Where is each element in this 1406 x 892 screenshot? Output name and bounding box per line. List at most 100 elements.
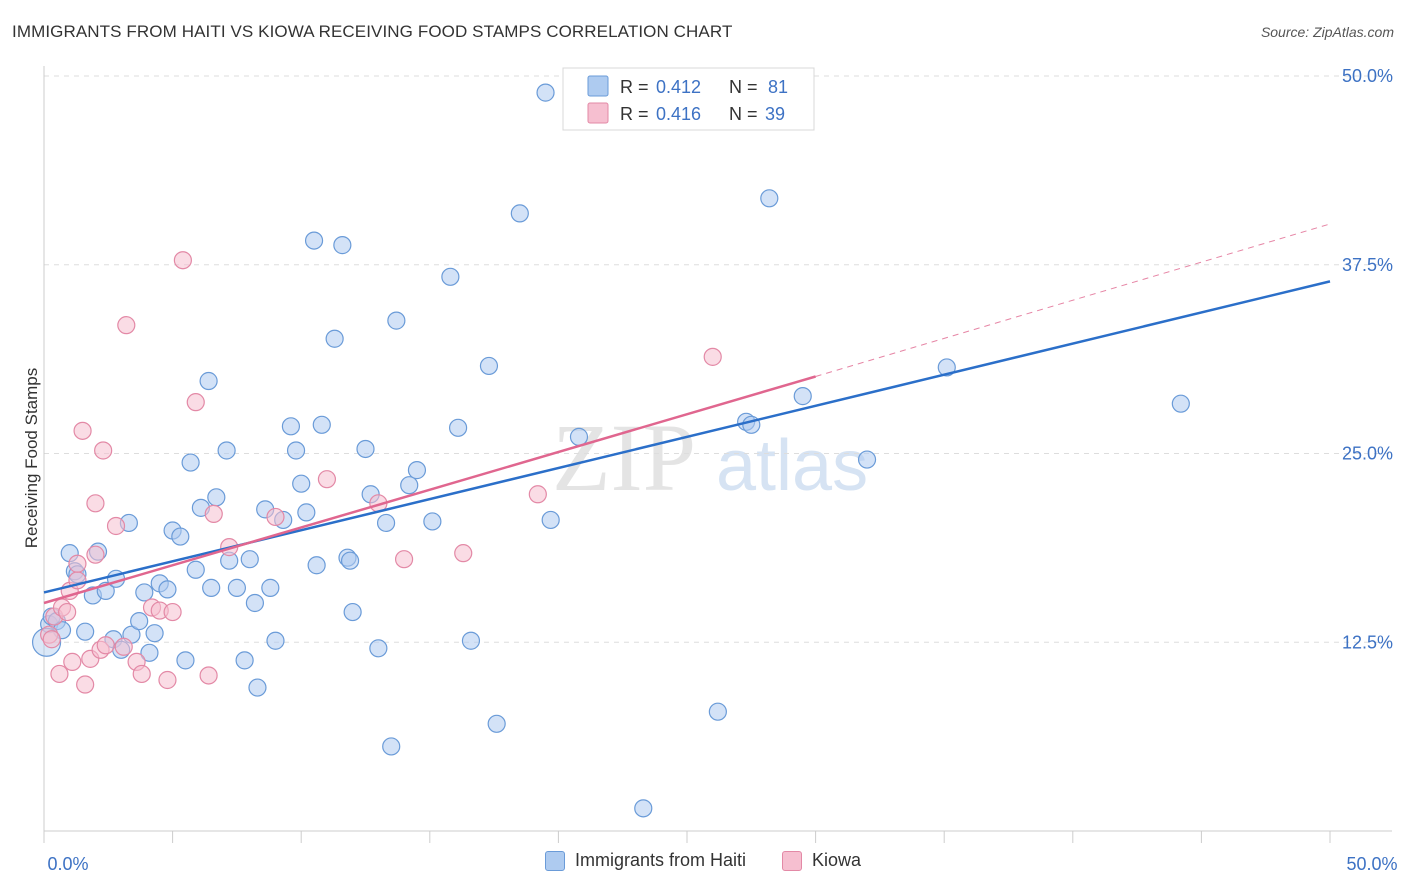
- haiti-point: [1171, 394, 1190, 413]
- haiti-point: [176, 651, 195, 670]
- haiti-point: [461, 631, 481, 650]
- kiowa-point: [58, 602, 77, 622]
- kiowa-trend-line: [43, 375, 816, 605]
- haiti-point: [382, 737, 401, 756]
- haiti-point: [569, 427, 589, 446]
- kiowa-point: [266, 507, 285, 527]
- kiowa-point: [42, 630, 61, 649]
- haiti-point: [369, 639, 388, 658]
- haiti-point: [240, 550, 259, 569]
- legend-n-label-kiowa: N =: [729, 104, 758, 124]
- haiti-point: [541, 510, 560, 530]
- haiti-point: [186, 560, 205, 579]
- source-label: Source: ZipAtlas.com: [1260, 24, 1394, 40]
- haiti-point: [266, 631, 285, 650]
- kiowa-point: [528, 485, 547, 504]
- kiowa-point: [454, 544, 473, 563]
- haiti-point: [76, 622, 95, 641]
- kiowa-point: [163, 602, 182, 622]
- haiti-point: [857, 450, 877, 469]
- haiti-point: [407, 461, 427, 480]
- haiti-point: [292, 474, 311, 493]
- haiti-point: [325, 329, 344, 348]
- kiowa-point: [106, 516, 126, 536]
- haiti-point: [286, 441, 306, 460]
- haiti-point: [793, 387, 812, 406]
- x-tick-labels: 0.0% 50.0%: [47, 854, 1397, 874]
- kiowa-point: [117, 316, 136, 335]
- y-tick-label: 37.5%: [1342, 255, 1393, 275]
- y-tick-label: 12.5%: [1342, 632, 1393, 652]
- legend-n-value-kiowa: 39: [765, 104, 785, 124]
- kiowa-point: [68, 554, 87, 573]
- haiti-point: [312, 415, 331, 434]
- legend-swatch-kiowa-bottom: [782, 850, 802, 871]
- legend-item-haiti: Immigrants from Haiti: [544, 850, 746, 871]
- legend-label-kiowa: Kiowa: [812, 850, 862, 870]
- haiti-point: [376, 513, 396, 533]
- haiti-point: [217, 441, 236, 460]
- haiti-point: [343, 602, 362, 622]
- kiowa-point: [94, 441, 113, 460]
- haiti-point: [333, 236, 352, 255]
- kiowa-point: [186, 393, 205, 412]
- haiti-point: [307, 556, 326, 575]
- legend-r-value-kiowa: 0.416: [656, 104, 701, 124]
- watermark-zip: ZIP: [552, 404, 696, 511]
- haiti-point: [297, 503, 316, 522]
- kiowa-point: [86, 545, 105, 564]
- kiowa-point: [73, 421, 92, 440]
- legend-item-kiowa: Kiowa: [782, 850, 861, 871]
- haiti-point: [158, 580, 177, 599]
- haiti-point: [448, 418, 468, 437]
- legend-label-haiti: Immigrants from Haiti: [574, 850, 746, 870]
- haiti-point: [423, 512, 442, 531]
- kiowa-point: [114, 637, 133, 656]
- kiowa-trend-extension: [815, 223, 1331, 377]
- y-axis-label: Receiving Food Stamps: [22, 368, 41, 548]
- kiowa-point: [173, 251, 192, 270]
- haiti-point: [199, 371, 218, 391]
- legend-n-value-haiti: 81: [768, 77, 788, 97]
- haiti-point: [340, 551, 360, 570]
- haiti-point: [135, 583, 154, 602]
- haiti-point: [130, 612, 149, 631]
- kiowa-point: [199, 666, 218, 685]
- haiti-point: [245, 593, 265, 613]
- x-tick-label: 0.0%: [47, 854, 88, 874]
- haiti-point: [145, 624, 164, 643]
- kiowa-point: [86, 494, 105, 513]
- haiti-point: [235, 651, 254, 670]
- axes: [43, 66, 1392, 843]
- haiti-point: [171, 527, 190, 546]
- kiowa-point: [703, 347, 722, 366]
- legend-swatch-haiti-bottom: [544, 850, 565, 871]
- kiowa-point: [96, 636, 115, 655]
- haiti-point: [181, 453, 200, 472]
- legend-swatch-kiowa: [587, 102, 609, 124]
- haiti-point: [304, 231, 324, 250]
- stats-legend: R = 0.412 N = 81 R = 0.416 N = 39: [562, 67, 815, 131]
- haiti-point: [487, 714, 506, 733]
- haiti-point: [536, 83, 555, 102]
- haiti-point: [479, 356, 499, 376]
- kiowa-point: [76, 675, 95, 694]
- legend-swatch-haiti: [587, 75, 609, 97]
- haiti-point: [634, 799, 653, 818]
- haiti-point: [937, 358, 956, 377]
- haiti-point: [281, 417, 301, 436]
- haiti-point: [708, 702, 727, 721]
- haiti-point: [261, 578, 280, 597]
- legend-r-label-haiti: R =: [620, 77, 649, 97]
- kiowa-point: [50, 664, 69, 684]
- kiowa-points: [40, 251, 722, 694]
- haiti-point: [248, 678, 267, 697]
- haiti-point: [202, 578, 221, 597]
- kiowa-point: [132, 664, 151, 684]
- kiowa-point: [63, 652, 82, 671]
- bottom-legend: Immigrants from Haiti Kiowa: [0, 850, 1406, 871]
- x-tick-label: 50.0%: [1346, 854, 1397, 874]
- legend-r-value-haiti: 0.412: [656, 77, 701, 97]
- chart-title: IMMIGRANTS FROM HAITI VS KIOWA RECEIVING…: [12, 22, 733, 41]
